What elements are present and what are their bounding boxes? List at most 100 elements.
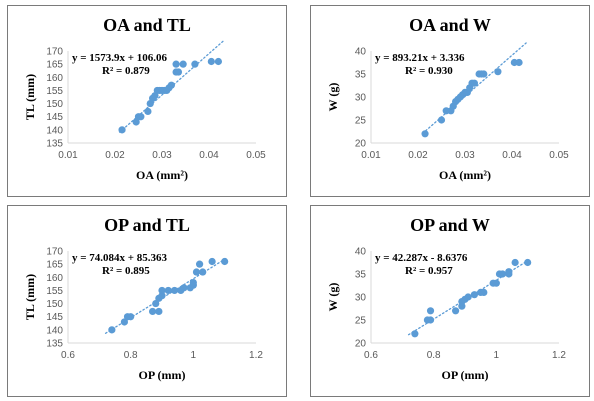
y-tick-label: 30	[355, 93, 367, 104]
y-axis-label: W (g)	[326, 283, 340, 312]
chart-panel-oa-tl: OA and TL 135 140 145 150 155 160 165 170 0.01 0.0…	[7, 5, 287, 197]
data-point	[437, 116, 446, 124]
chart-panel-oa-w: OA and W 20 25 30 35 40 0.01 0.02 0.03 0.04 0.05 OA…	[310, 5, 590, 197]
r-squared-label: R² = 0.957	[405, 265, 453, 277]
data-point	[480, 70, 488, 78]
data-point	[214, 57, 222, 66]
x-tick-label: 0.02	[408, 150, 428, 161]
data-point	[524, 258, 532, 267]
data-point	[494, 68, 502, 76]
y-tick-label: 25	[355, 116, 367, 127]
trend-equation: y = 1573.9x + 106.06	[72, 52, 168, 64]
data-point	[196, 260, 204, 268]
y-tick-label: 160	[46, 73, 63, 84]
chart-op-tl: OP and TL 135 140 145 150 155 160 165 170 0.6 0.8 1…	[23, 215, 263, 382]
x-tick-label: 1.2	[249, 350, 263, 361]
data-point	[158, 292, 166, 300]
x-tick-label: 0.05	[246, 150, 266, 161]
y-tick-label: 155	[46, 86, 63, 97]
data-point	[470, 291, 478, 299]
x-axis-label: OP (mm)	[442, 368, 489, 382]
x-tick-label: 0.6	[61, 350, 75, 361]
data-point	[137, 113, 145, 121]
data-point	[149, 307, 157, 316]
trend-equation: y = 74.084x + 85.363	[72, 252, 168, 264]
y-tick-label: 25	[355, 316, 367, 327]
y-tick-label: 135	[46, 339, 63, 350]
y-tick-label: 35	[355, 70, 367, 81]
r-squared-label: R² = 0.879	[102, 65, 150, 77]
y-tick-label: 140	[46, 125, 63, 136]
y-tick-label: 140	[46, 325, 63, 336]
data-point	[179, 60, 187, 68]
data-point	[207, 57, 215, 66]
y-tick-label: 145	[46, 312, 63, 323]
y-tick-label: 135	[46, 139, 63, 150]
chart-panel-op-w: OP and W 20 25 30 35 40 0.6 0.8 1 1.2 OP (mm) W (g)…	[310, 205, 590, 397]
y-tick-label: 30	[355, 293, 367, 304]
x-tick-label: 0.8	[124, 350, 138, 361]
data-point	[170, 286, 179, 295]
y-tick-label: 35	[355, 270, 367, 281]
chart-title: OA and TL	[103, 15, 191, 35]
data-point	[192, 268, 201, 276]
y-tick-label: 155	[46, 286, 63, 297]
data-point	[180, 284, 188, 292]
data-point	[127, 313, 135, 321]
y-tick-label: 20	[355, 139, 367, 150]
data-point	[191, 60, 199, 68]
y-tick-label: 170	[46, 47, 63, 58]
x-axis-label: OP (mm)	[139, 368, 186, 382]
x-tick-label: 0.02	[105, 150, 125, 161]
data-point	[421, 130, 429, 138]
data-point	[464, 293, 472, 301]
x-tick-label: 0.03	[152, 150, 172, 161]
y-axis-label: W (g)	[326, 83, 340, 112]
data-point	[118, 126, 126, 134]
y-axis-label: TL (mm)	[23, 74, 37, 120]
trend-equation: y = 42.287x - 8.6376	[375, 252, 468, 264]
data-point	[426, 316, 435, 324]
r-squared-label: R² = 0.895	[102, 265, 150, 277]
data-point	[411, 330, 419, 338]
data-point	[144, 107, 152, 116]
x-tick-label: 0.04	[199, 150, 219, 161]
chart-oa-w: OA and W 20 25 30 35 40 0.01 0.02 0.03 0.04 0.05 OA…	[326, 15, 569, 182]
x-tick-label: 0.03	[455, 150, 475, 161]
y-tick-label: 150	[46, 299, 63, 310]
chart-op-w: OP and W 20 25 30 35 40 0.6 0.8 1 1.2 OP (mm) W (g)…	[326, 215, 566, 382]
data-point	[155, 307, 163, 316]
y-tick-label: 40	[355, 247, 367, 258]
data-point	[189, 278, 197, 287]
data-point	[426, 307, 435, 315]
x-axis-label: OA (mm²)	[136, 168, 188, 182]
chart-panel-op-tl: OP and TL 135 140 145 150 155 160 165 170 0.6 0.8 1…	[7, 205, 287, 397]
trend-equation: y = 893.21x + 3.336	[375, 52, 465, 64]
data-point	[221, 257, 229, 266]
data-point	[158, 286, 166, 295]
chart-title: OA and W	[409, 15, 491, 35]
x-tick-label: 0.01	[361, 150, 381, 161]
data-point	[174, 68, 183, 76]
y-axis-label: TL (mm)	[23, 274, 37, 320]
data-point	[470, 79, 478, 87]
y-tick-label: 165	[46, 60, 63, 71]
chart-title: OP and W	[410, 215, 490, 235]
data-point	[452, 307, 460, 315]
x-axis-label: OA (mm²)	[439, 168, 491, 182]
data-point	[164, 286, 172, 295]
y-tick-label: 170	[46, 247, 63, 258]
data-point	[515, 58, 523, 67]
data-point	[172, 60, 180, 68]
data-point	[492, 279, 500, 287]
x-tick-label: 1	[191, 350, 197, 361]
data-point	[511, 258, 519, 267]
chart-title: OP and TL	[104, 215, 190, 235]
y-tick-label: 40	[355, 47, 367, 58]
data-point	[499, 270, 507, 278]
data-point	[120, 318, 128, 326]
data-point	[208, 257, 216, 266]
data-point	[199, 268, 207, 276]
data-point	[152, 299, 160, 308]
x-tick-label: 0.05	[549, 150, 569, 161]
